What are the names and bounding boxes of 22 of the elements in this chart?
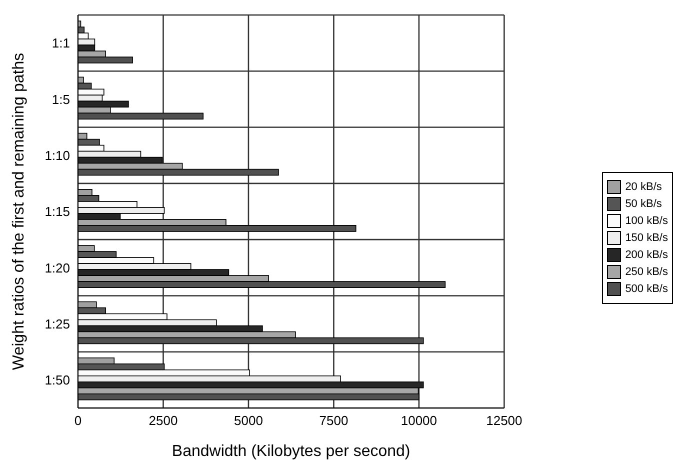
x-tick-label: 7500 [319,413,348,428]
legend-label: 500 kB/s [625,282,668,296]
y-tick-label: 1:1 [52,36,70,51]
legend-label: 20 kB/s [625,180,662,194]
y-tick-label: 1:15 [44,204,70,220]
x-tick-label: 12500 [486,413,522,428]
legend-label: 250 kB/s [625,265,668,279]
legend-label: 100 kB/s [625,214,668,228]
legend-label: 50 kB/s [625,197,662,211]
y-axis-title: Weight ratios of the first and remaining paths [10,52,28,370]
legend-label: 200 kB/s [625,248,668,262]
legend-label: 150 kB/s [625,231,668,245]
y-tick-label: 1:5 [52,92,70,107]
y-tick-label: 1:10 [44,148,70,163]
x-tick-label: 10000 [400,413,438,428]
y-tick-label: 1:25 [44,316,70,332]
x-tick-label: 2500 [148,413,178,428]
x-axis-title: Bandwidth (Kilobytes per second) [172,443,410,460]
x-tick-label: 5000 [234,413,263,428]
x-tick-label: 0 [74,413,82,428]
y-tick-label: 1:50 [44,372,70,388]
y-tick-label: 1:20 [44,260,70,276]
